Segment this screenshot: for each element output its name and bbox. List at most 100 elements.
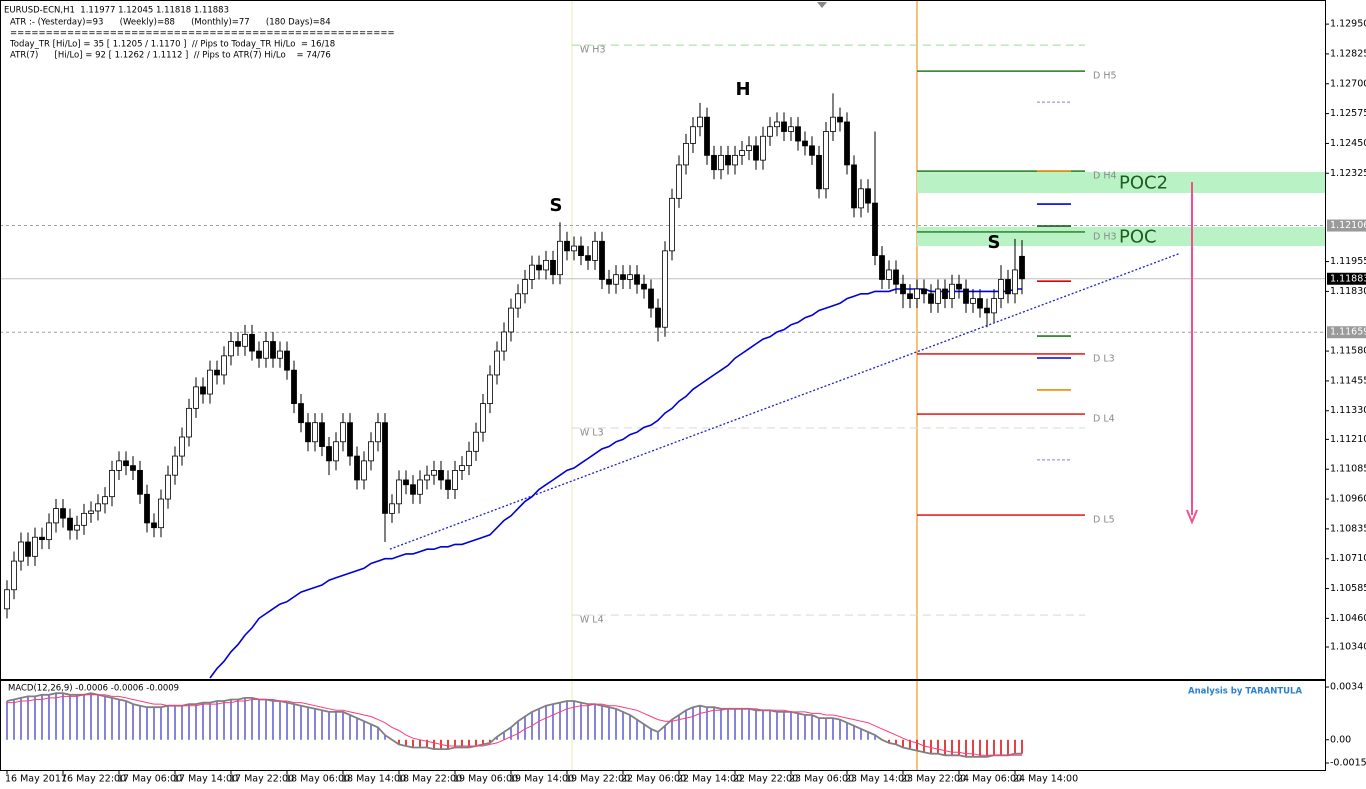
candle-body bbox=[424, 474, 430, 481]
candle-body bbox=[270, 341, 276, 359]
candle-body bbox=[578, 245, 584, 257]
candle-body bbox=[1005, 279, 1011, 295]
y-tick-label: 1.10710 bbox=[1330, 553, 1366, 564]
candle-body bbox=[46, 522, 52, 541]
candle-body bbox=[620, 274, 626, 280]
x-tick-label: 23 May 14:00 bbox=[845, 774, 910, 785]
candle-body bbox=[242, 333, 248, 347]
candle-body bbox=[305, 422, 311, 443]
level-label: D H3 bbox=[1093, 231, 1117, 242]
y-tick-label: 1.11210 bbox=[1330, 434, 1366, 445]
candle-body bbox=[137, 470, 143, 495]
zone-label: POC2 bbox=[1119, 173, 1168, 194]
candle-body bbox=[830, 116, 836, 132]
candle-body bbox=[165, 474, 171, 500]
candle-body bbox=[130, 465, 136, 471]
x-tick-label: 22 May 06:00 bbox=[621, 774, 686, 785]
x-tick-label: 23 May 06:00 bbox=[789, 774, 854, 785]
poc-zone bbox=[917, 172, 1326, 194]
macd-panel-border bbox=[0, 680, 1326, 771]
candle-body bbox=[627, 274, 633, 280]
candle-body bbox=[760, 135, 766, 161]
candle-body bbox=[172, 455, 178, 476]
candle-body bbox=[18, 541, 24, 562]
candle-body bbox=[39, 536, 45, 541]
x-tick-label: 17 May 22:00 bbox=[229, 774, 294, 785]
candle-body bbox=[844, 121, 850, 166]
candle-body bbox=[291, 369, 297, 404]
candle-body bbox=[319, 422, 325, 447]
candle-body bbox=[669, 197, 675, 252]
y-tick-label: 1.11455 bbox=[1330, 375, 1366, 386]
y-tick-label: 1.11955 bbox=[1330, 256, 1366, 267]
arrow-head bbox=[1186, 509, 1198, 525]
candle-body bbox=[676, 164, 682, 199]
candle-body bbox=[914, 288, 920, 299]
candle-body bbox=[60, 508, 66, 519]
level-label: D L3 bbox=[1093, 353, 1115, 364]
candle-body bbox=[438, 470, 444, 481]
candle-body bbox=[368, 441, 374, 462]
candle-body bbox=[95, 503, 101, 512]
candle-body bbox=[228, 341, 234, 357]
candle-body bbox=[599, 240, 605, 280]
candle-body bbox=[879, 255, 885, 280]
y-tick-label: 1.11330 bbox=[1330, 405, 1366, 416]
candle-body bbox=[725, 154, 731, 166]
candle-body bbox=[354, 455, 360, 481]
info-line: Today_TR [Hi/Lo] = 35 [ 1.1205 / 1.1170 … bbox=[9, 40, 335, 50]
candle-body bbox=[1012, 269, 1018, 295]
candle-body bbox=[410, 484, 416, 495]
candle-body bbox=[459, 465, 465, 471]
candle-body bbox=[487, 374, 493, 404]
level-label: D H4 bbox=[1093, 171, 1117, 182]
y-tick-label: 1.12700 bbox=[1330, 78, 1366, 89]
x-tick-label: 19 May 22:00 bbox=[565, 774, 630, 785]
candle-body bbox=[641, 283, 647, 290]
candle-body bbox=[998, 279, 1004, 299]
candle-body bbox=[256, 350, 262, 359]
candle-body bbox=[396, 479, 402, 505]
level-label: W L4 bbox=[580, 615, 604, 626]
x-tick-label: 17 May 06:00 bbox=[117, 774, 182, 785]
candle-body bbox=[529, 264, 535, 280]
candle-body bbox=[746, 145, 752, 151]
candle-body bbox=[774, 121, 780, 128]
candle-body bbox=[186, 407, 192, 438]
candle-body bbox=[284, 350, 290, 371]
pattern-label: H bbox=[735, 79, 750, 100]
candle-body bbox=[795, 126, 801, 142]
price-label: 1.12106 bbox=[1330, 220, 1366, 231]
pattern-label: S bbox=[550, 195, 563, 216]
y-tick-label: 1.10960 bbox=[1330, 494, 1366, 505]
candle-body bbox=[32, 536, 38, 557]
candle-body bbox=[907, 293, 913, 299]
candle-body bbox=[662, 250, 668, 328]
candle-body bbox=[592, 240, 598, 261]
candle-body bbox=[81, 512, 87, 526]
y-tick-label: 1.12825 bbox=[1330, 48, 1366, 59]
candle-body bbox=[690, 126, 696, 144]
signal-line bbox=[7, 694, 1022, 756]
x-tick-label: 18 May 14:00 bbox=[341, 774, 406, 785]
candle-body bbox=[1019, 255, 1025, 280]
price-label-box bbox=[1327, 326, 1366, 339]
mid-layer bbox=[4, 93, 1181, 758]
candle-body bbox=[802, 140, 808, 147]
candle-body bbox=[480, 403, 486, 433]
info-line: ========================================… bbox=[10, 29, 395, 39]
candle-body bbox=[375, 422, 381, 443]
candle-body bbox=[816, 154, 822, 190]
candle-body bbox=[739, 150, 745, 156]
y-tick-label: 1.10460 bbox=[1330, 613, 1366, 624]
candle-body bbox=[949, 283, 955, 299]
candle-body bbox=[809, 145, 815, 156]
candle-body bbox=[767, 126, 773, 137]
candle-body bbox=[865, 188, 871, 204]
candle-body bbox=[935, 288, 941, 304]
price-label-box bbox=[1327, 219, 1366, 232]
candle-body bbox=[473, 431, 479, 452]
y-tick-label: 1.11830 bbox=[1330, 286, 1366, 297]
candle-body bbox=[151, 522, 157, 529]
candle-body bbox=[74, 524, 80, 531]
